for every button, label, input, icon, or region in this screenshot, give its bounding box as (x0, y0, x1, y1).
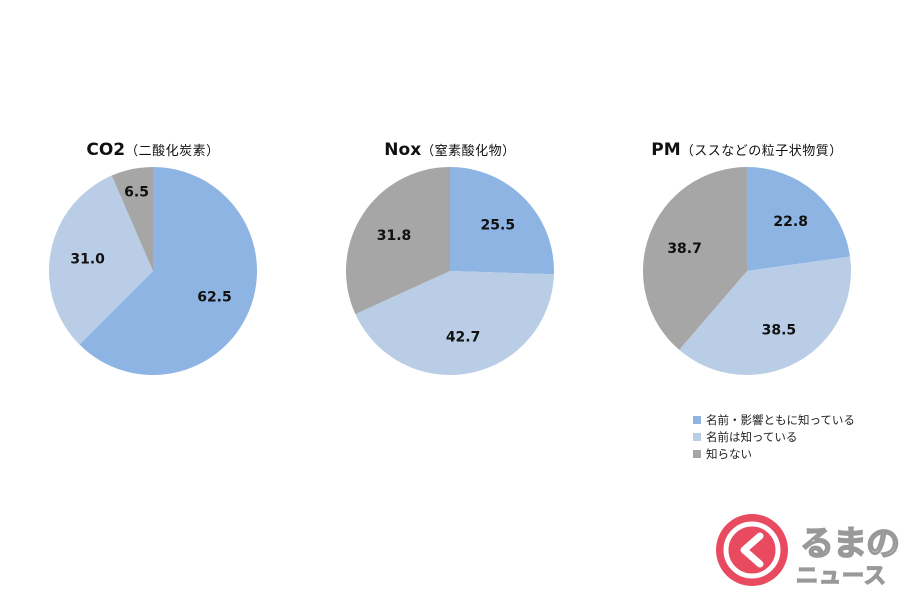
chart-title-pm: PM（ススなどの粒子状物質） (622, 140, 872, 160)
pie-slice (111, 167, 153, 271)
pie-slice (48, 175, 153, 345)
data-label: 62.5 (197, 289, 232, 305)
data-label: 31.0 (70, 252, 105, 268)
pie-svg-pm: 22.8 38.5 38.7 (643, 167, 852, 376)
data-label: 42.7 (446, 329, 481, 345)
chart-title-main: PM (651, 140, 681, 160)
data-label: 25.5 (481, 218, 516, 234)
pie-slice (355, 271, 554, 376)
legend-swatch (693, 449, 701, 458)
chart-subtitle: （ススなどの粒子状物質） (680, 144, 843, 159)
pie-slice (679, 256, 852, 376)
chart-title-main: Nox (384, 140, 422, 160)
data-label: 38.7 (667, 241, 702, 257)
pie-svg-nox: 25.5 42.7 31.8 (345, 167, 555, 376)
pie-svg-co2: 62.5 31.0 6.5 (48, 167, 257, 375)
data-label: 38.5 (762, 322, 797, 338)
data-label: 22.8 (773, 214, 808, 230)
legend-item: 知らない (693, 445, 855, 462)
legend-label: 名前・影響ともに知っている (706, 412, 855, 427)
pie-chart-nox: Nox（窒素酸化物） 25.5 42.7 31.8 (325, 140, 575, 390)
chart-title-co2: CO2（二酸化炭素） (28, 140, 278, 160)
logo-subtext: ニュース (795, 563, 887, 589)
pie-slice (747, 167, 851, 271)
pie-chart-co2: CO2（二酸化炭素） 62.5 31.0 6.5 (28, 140, 278, 390)
pie-chart-pm: PM（ススなどの粒子状物質） 22.8 38.5 38.7 (622, 140, 872, 390)
chart-title-nox: Nox（窒素酸化物） (325, 140, 575, 160)
legend-swatch (693, 432, 701, 441)
pie-slice (79, 167, 257, 375)
legend-item: 名前は知っている (693, 428, 855, 445)
logo-icon (716, 514, 788, 586)
legend-label: 名前は知っている (706, 429, 798, 444)
legend-item: 名前・影響ともに知っている (693, 411, 855, 428)
chart-title-main: CO2 (86, 140, 126, 160)
chart-subtitle: （窒素酸化物） (421, 144, 516, 159)
chart-subtitle: （二酸化炭素） (125, 144, 220, 159)
pie-slice (345, 167, 450, 315)
pie-slice (643, 167, 747, 350)
legend-swatch (693, 415, 701, 424)
legend-label: 知らない (706, 446, 752, 461)
legend: 名前・影響ともに知っている 名前は知っている 知らない (693, 411, 855, 462)
pie-slice (450, 167, 555, 275)
data-label: 31.8 (377, 228, 412, 244)
logo-text: るまの (799, 523, 900, 565)
data-label: 6.5 (124, 185, 149, 201)
kuruma-no-news-logo: るまの ニュース (712, 510, 900, 590)
